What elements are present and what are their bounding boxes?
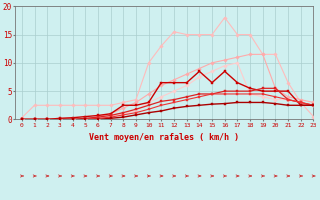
X-axis label: Vent moyen/en rafales ( km/h ): Vent moyen/en rafales ( km/h ) — [90, 133, 239, 142]
